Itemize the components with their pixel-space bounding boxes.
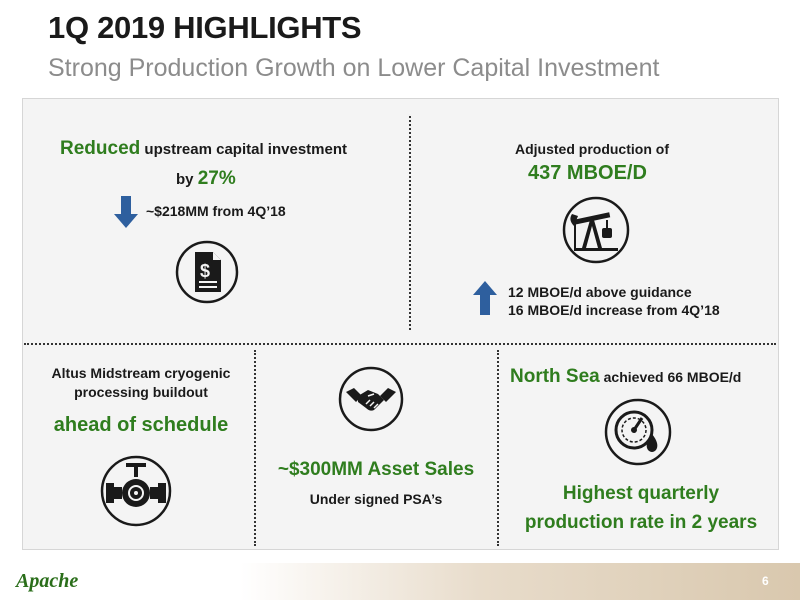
page-number: 6	[762, 574, 769, 588]
northsea-headline: North Sea achieved 66 MBOE/d	[510, 366, 741, 388]
invoice-dollar-icon: $	[175, 240, 239, 309]
capital-percent: 27%	[197, 168, 236, 189]
divider-vertical-bottom-left	[254, 350, 256, 546]
asset-sales-sub: Under signed PSA’s	[309, 491, 443, 507]
divider-horizontal	[24, 343, 776, 345]
pumpjack-icon	[562, 196, 630, 269]
capital-reduced-word: Reduced	[60, 138, 141, 159]
capital-headline-rest: upstream capital investment	[144, 141, 347, 158]
northsea-region: North Sea	[510, 366, 600, 387]
altus-status: ahead of schedule	[53, 414, 229, 436]
production-label: Adjusted production of	[515, 141, 669, 157]
apache-logo: Apache	[16, 570, 79, 592]
northsea-highlight-line1: Highest quarterly	[562, 483, 720, 504]
highlights-panel	[22, 98, 779, 550]
production-note-increase: 16 MBOE/d increase from 4Q’18	[508, 302, 720, 318]
gauge-oil-drop-icon	[604, 398, 672, 471]
svg-text:$: $	[200, 261, 210, 281]
capital-headline: Reduced upstream capital investment	[60, 138, 347, 160]
divider-vertical-top	[409, 116, 411, 330]
northsea-highlight-line2: production rate in 2 years	[524, 512, 758, 533]
altus-line1: Altus Midstream cryogenic	[51, 365, 231, 381]
page-subtitle: Strong Production Growth on Lower Capita…	[48, 54, 660, 82]
asset-sales-headline: ~$300MM Asset Sales	[277, 459, 475, 480]
altus-line2: processing buildout	[74, 384, 208, 400]
footer-bar	[0, 563, 800, 600]
page-title: 1Q 2019 HIGHLIGHTS	[48, 10, 362, 45]
handshake-icon	[338, 366, 404, 437]
production-value: 437 MBOE/D	[528, 162, 647, 184]
capital-by: by	[176, 171, 194, 188]
production-note-guidance: 12 MBOE/d above guidance	[508, 284, 692, 300]
divider-vertical-bottom-right	[497, 350, 499, 546]
capital-by-line: by 27%	[176, 168, 236, 190]
capital-delta: ~$218MM from 4Q’18	[146, 203, 286, 219]
pipeline-valve-icon	[100, 455, 172, 532]
arrow-down-icon	[114, 196, 138, 233]
arrow-up-icon	[473, 281, 497, 320]
northsea-rest: achieved 66 MBOE/d	[603, 369, 742, 385]
